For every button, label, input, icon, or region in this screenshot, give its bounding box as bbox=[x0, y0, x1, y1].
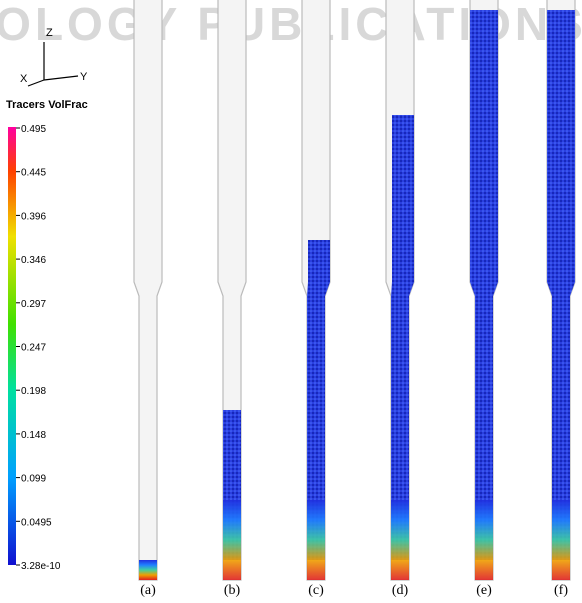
colorbar-label: 0.396 bbox=[21, 211, 46, 222]
panel-label: (c) bbox=[308, 583, 324, 598]
panel-label: (f) bbox=[554, 583, 568, 598]
particles-bed bbox=[139, 560, 157, 580]
axis-y: Y bbox=[80, 71, 88, 83]
colorbar-label: 0.445 bbox=[21, 168, 46, 179]
particles-dense bbox=[475, 500, 493, 580]
figure: OLOGY PUBLICATIONS Z X Y Tracers VolFrac… bbox=[0, 0, 582, 603]
panel-label: (b) bbox=[224, 583, 241, 598]
colorbar-label: 0.099 bbox=[21, 474, 46, 485]
particles-dense bbox=[552, 500, 570, 580]
colorbar bbox=[8, 127, 16, 565]
colorbar-title: Tracers VolFrac bbox=[6, 99, 88, 111]
axis-x: X bbox=[20, 73, 28, 85]
panel-label: (a) bbox=[140, 583, 156, 598]
particles-dense bbox=[223, 500, 241, 580]
particles-dense bbox=[307, 500, 325, 580]
colorbar-label: 0.346 bbox=[21, 255, 46, 266]
particles bbox=[470, 10, 498, 560]
panel-label: (d) bbox=[392, 583, 409, 598]
particles bbox=[391, 115, 414, 560]
particles-dense bbox=[391, 500, 409, 580]
colorbar-label: 0.0495 bbox=[21, 517, 52, 528]
colorbar-label: 0.247 bbox=[21, 343, 46, 354]
colorbar-label: 3.28e-10 bbox=[21, 561, 61, 572]
colorbar-label: 0.297 bbox=[21, 299, 46, 310]
panel-label: (e) bbox=[476, 583, 492, 598]
particles bbox=[547, 10, 575, 560]
axis-z: Z bbox=[46, 27, 53, 39]
colorbar-label: 0.148 bbox=[21, 430, 46, 441]
colorbar-label: 0.198 bbox=[21, 386, 46, 397]
colorbar-label: 0.495 bbox=[21, 124, 46, 135]
tube bbox=[134, 0, 162, 580]
